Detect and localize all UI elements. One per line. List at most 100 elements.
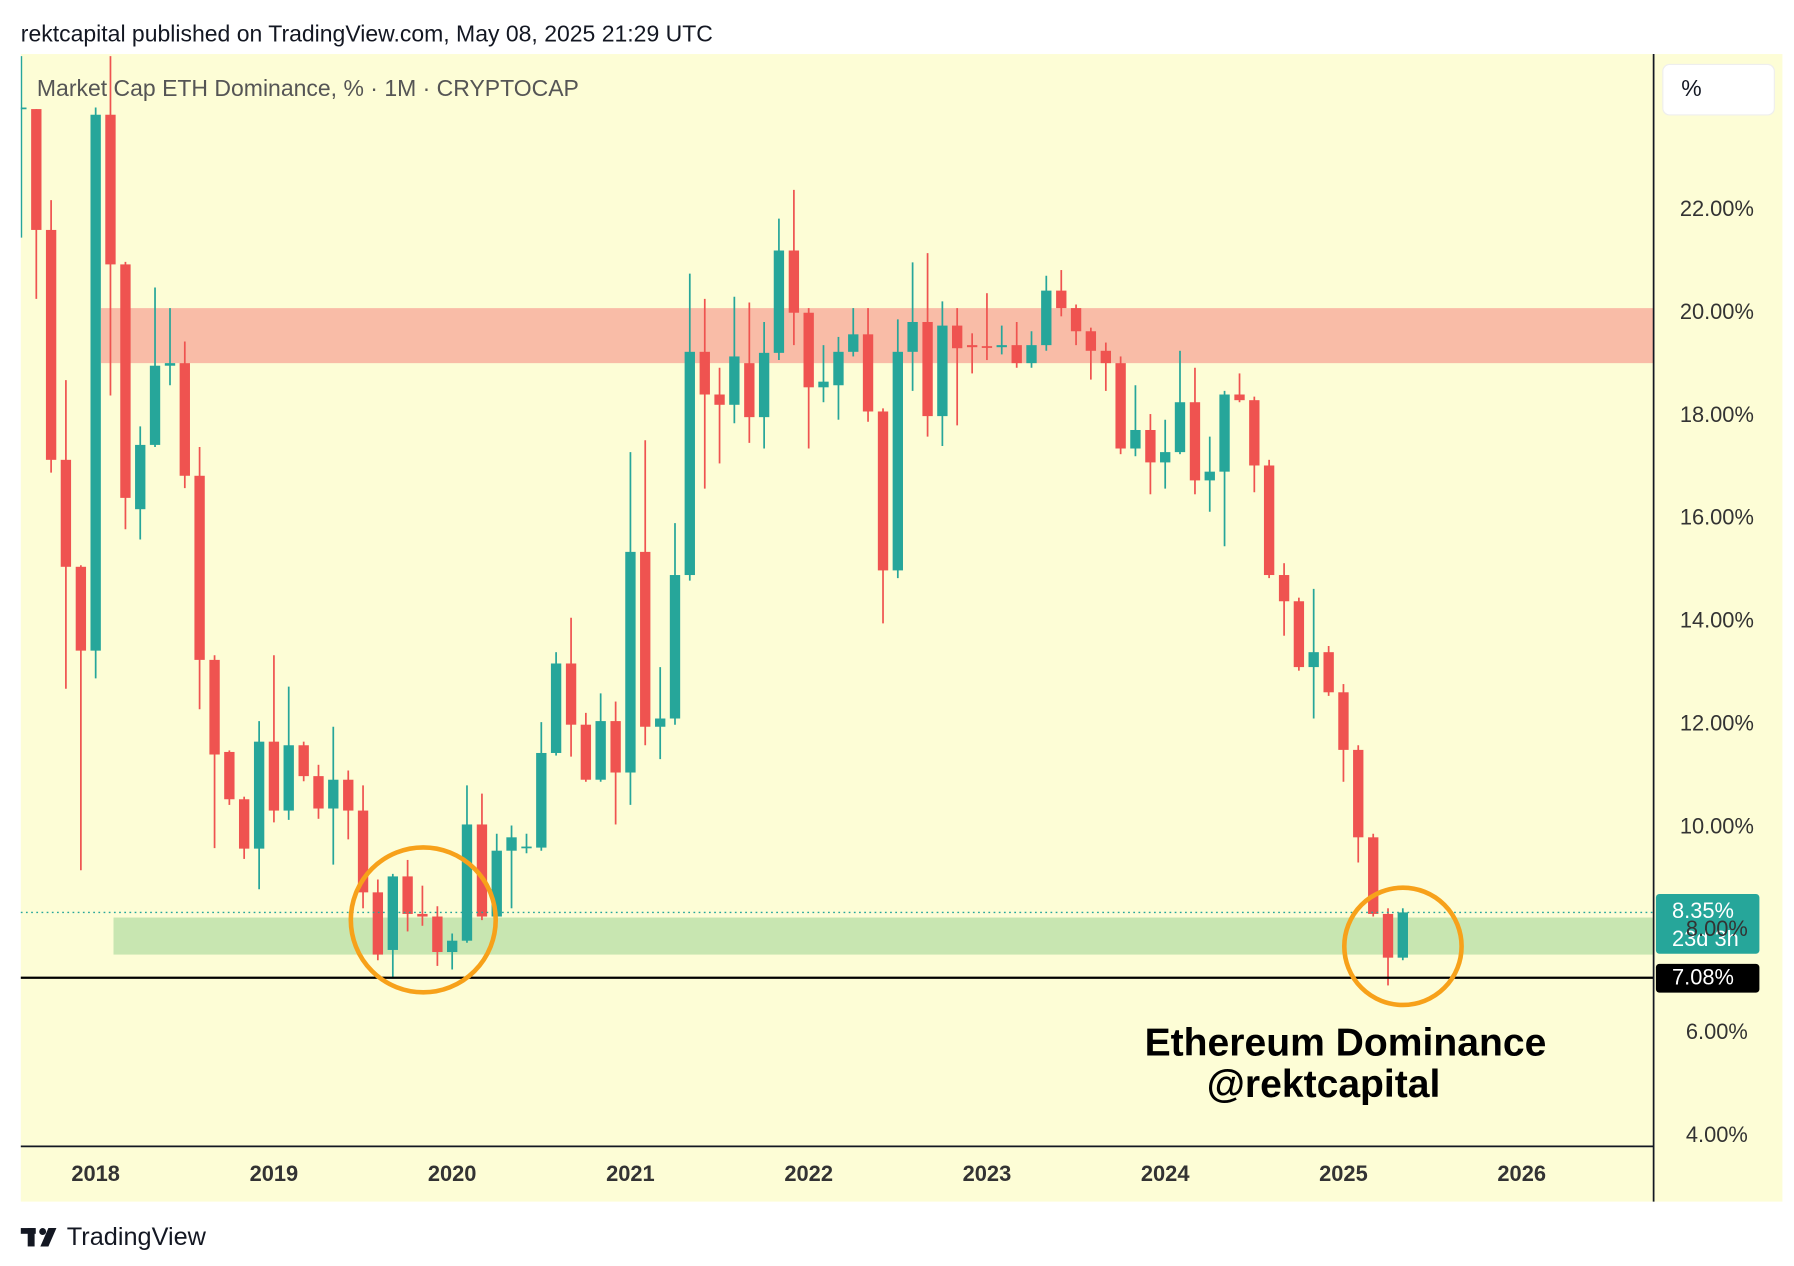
scale-mode-button[interactable]: [1662, 63, 1775, 116]
candle-body: [1323, 652, 1334, 693]
candle-body: [268, 741, 280, 811]
candle-body: [1353, 749, 1364, 838]
publisher-header: rektcapital published on TradingView.com…: [21, 21, 713, 47]
candle-body: [461, 824, 473, 941]
candle-body: [640, 551, 651, 727]
candle-body: [1160, 452, 1171, 463]
tradingview-logo: [20, 1228, 57, 1247]
candle-body: [922, 321, 933, 417]
price-label-box: [1655, 963, 1760, 993]
candle-body: [224, 751, 235, 800]
candle-body: [105, 114, 116, 265]
candle-body: [432, 916, 443, 953]
candle-body: [1338, 692, 1349, 750]
y-tick-label: 14.00%: [1680, 608, 1754, 633]
x-tick-label: 2023: [963, 1161, 1012, 1186]
y-tick-label: 8.00%: [1686, 916, 1748, 941]
candle-body: [1234, 394, 1245, 401]
candle-body: [417, 913, 428, 917]
candle-body: [699, 351, 710, 395]
y-tick-label: 16.00%: [1680, 505, 1754, 530]
candle-body: [1189, 402, 1201, 481]
candle-body: [580, 724, 592, 780]
candle-body: [758, 352, 770, 418]
candle-body: [966, 345, 978, 348]
candle-body: [1026, 345, 1037, 364]
annotation: @rektcapital: [1207, 1063, 1441, 1106]
candle-body: [848, 334, 859, 352]
candle-body: [669, 575, 681, 719]
zones: [101, 308, 1654, 955]
price-label: 7.08%: [1672, 965, 1734, 990]
x-tick-label: 2025: [1319, 1161, 1368, 1186]
candle-body: [565, 663, 577, 725]
candle-body: [907, 321, 918, 352]
annotation: Ethereum Dominance: [1145, 1022, 1547, 1065]
y-tick-label: 10.00%: [1680, 813, 1754, 838]
candle-body: [1368, 837, 1379, 914]
candle-body: [45, 229, 57, 460]
candle-body: [209, 659, 220, 755]
candle-body: [550, 663, 562, 753]
price-zone: [113, 917, 1654, 955]
candle-body: [387, 876, 398, 950]
candle-body: [937, 325, 948, 417]
candle-body: [818, 381, 829, 388]
candle-body: [298, 745, 309, 777]
candle-body: [506, 837, 517, 851]
candle-body: [1263, 465, 1275, 576]
candle-body: [1070, 308, 1082, 332]
chart-background: [20, 54, 1783, 1202]
candle-body: [238, 799, 250, 849]
candle-body: [788, 250, 800, 313]
candle-body: [1278, 575, 1290, 602]
candle-body: [521, 846, 532, 849]
y-tick-label: 18.00%: [1680, 402, 1754, 427]
candle-body: [981, 346, 993, 348]
candle-body: [1308, 652, 1319, 668]
candle-body: [1100, 350, 1112, 364]
candle-body: [1293, 601, 1305, 668]
candle-body: [773, 250, 785, 353]
candle-body: [476, 824, 488, 917]
last-price-box: [1655, 894, 1760, 954]
candle-body: [1056, 290, 1067, 309]
candle-body: [1130, 429, 1141, 449]
footer-brand: TradingView: [67, 1223, 207, 1251]
candle-body: [75, 566, 87, 651]
candle-body: [491, 850, 502, 917]
highlight-circle: [1341, 885, 1464, 1008]
candle-body: [1397, 912, 1408, 958]
last-price-label: 8.35%: [1672, 898, 1734, 923]
bar-countdown: 23d 3h: [1672, 926, 1739, 951]
candle-body: [655, 718, 666, 727]
candle-body: [1115, 363, 1126, 449]
x-tick-label: 2021: [606, 1161, 655, 1186]
candle-body: [60, 459, 72, 567]
candle-body: [803, 312, 814, 388]
x-tick-label: 2022: [784, 1161, 833, 1186]
candle-body: [1204, 471, 1215, 481]
candle-body: [20, 107, 27, 110]
candle-body: [357, 810, 369, 893]
candle-body: [313, 776, 324, 809]
candle-body: [833, 351, 844, 386]
candle-body: [1041, 290, 1052, 346]
candle-body: [1249, 400, 1260, 466]
candle-body: [372, 892, 384, 955]
highlight-circle: [348, 845, 498, 995]
x-tick-label: 2018: [71, 1161, 120, 1186]
candle-body: [1382, 913, 1394, 958]
x-tick-label: 2019: [250, 1161, 299, 1186]
candle-body: [343, 779, 354, 811]
candle-body: [1145, 429, 1156, 463]
candle-body: [328, 779, 339, 809]
y-tick-label: 6.00%: [1686, 1019, 1748, 1044]
candle-body: [610, 721, 621, 773]
candle-body: [179, 363, 190, 476]
y-tick-label: 22.00%: [1680, 196, 1754, 221]
scale-mode-label[interactable]: %: [1681, 75, 1701, 101]
candle-body: [625, 551, 636, 773]
